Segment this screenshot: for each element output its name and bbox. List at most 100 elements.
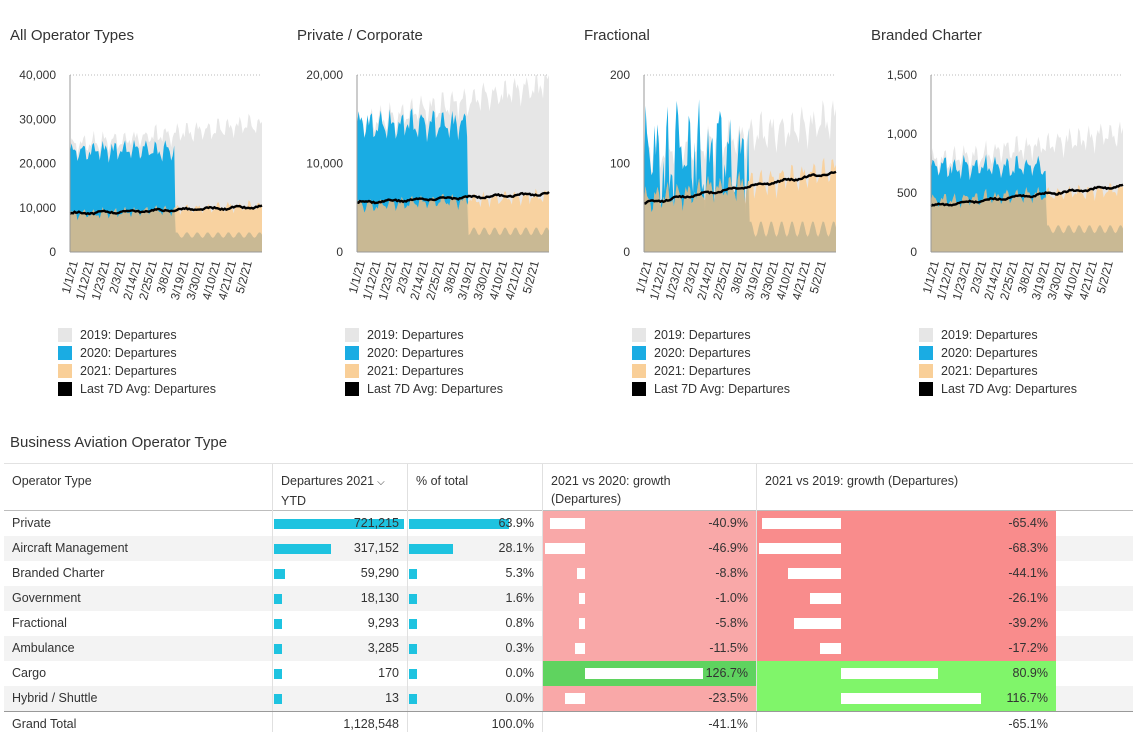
cell-value: -46.9% xyxy=(708,541,748,555)
cell-departures: 317,152 xyxy=(272,536,407,561)
cell-value: -8.8% xyxy=(715,566,748,580)
legend-swatch xyxy=(58,382,72,396)
legend-entry[interactable]: Last 7D Avg: Departures xyxy=(58,380,216,398)
cell-value: 0.0% xyxy=(505,666,535,680)
legend-entry[interactable]: Last 7D Avg: Departures xyxy=(919,380,1077,398)
cell-value: 1,128,548 xyxy=(343,717,399,731)
cell-pct-total: 5.3% xyxy=(407,561,542,586)
legend-entry[interactable]: 2019: Departures xyxy=(58,326,216,344)
cell-value: -17.2% xyxy=(1008,641,1048,655)
legend-entry[interactable]: Last 7D Avg: Departures xyxy=(345,380,503,398)
series-7d-avg-line xyxy=(356,191,550,205)
chevron-down-icon[interactable]: ⌵ xyxy=(377,477,385,488)
cell-departures: 170 xyxy=(272,661,407,686)
growth-bar xyxy=(545,543,585,554)
growth-bar xyxy=(564,693,585,704)
legend-label: 2019: Departures xyxy=(941,328,1038,342)
chart-legend: 2019: Departures 2020: Departures 2021: De… xyxy=(919,326,1077,398)
total-label: Grand Total xyxy=(4,712,272,732)
header-label: % of total xyxy=(416,474,469,488)
table-row[interactable]: Cargo 170 0.0% 126.7% 80.9% xyxy=(4,661,1133,686)
table-row[interactable]: Fractional 9,293 0.8% -5.8% -39.2% xyxy=(4,611,1133,636)
legend-entry[interactable]: 2020: Departures xyxy=(919,344,1077,362)
cell-value: 80.9% xyxy=(1012,666,1048,680)
legend-entry[interactable]: 2019: Departures xyxy=(919,326,1077,344)
legend-entry[interactable]: 2019: Departures xyxy=(345,326,503,344)
cell-pct-total: 0.8% xyxy=(407,611,542,636)
legend-label: 2020: Departures xyxy=(654,346,751,360)
table-row[interactable]: Private 721,215 63.9% -40.9% -65.4% xyxy=(4,511,1133,536)
table-row[interactable]: Aircraft Management 317,152 28.1% -46.9% -68… xyxy=(4,536,1133,561)
legend-entry[interactable]: 2020: Departures xyxy=(632,344,790,362)
growth-bar xyxy=(841,668,939,679)
table-row[interactable]: Hybrid / Shuttle 13 0.0% -23.5% 116.7% xyxy=(4,686,1133,711)
total-departures: 1,128,548 xyxy=(272,712,407,732)
y-tick-label: 0 xyxy=(910,245,917,259)
cell-value: Grand Total xyxy=(12,717,77,731)
legend-swatch xyxy=(58,364,72,378)
header-departures[interactable]: Departures 2021 ⌵ YTD xyxy=(272,464,407,512)
legend-entry[interactable]: Last 7D Avg: Departures xyxy=(632,380,790,398)
total-pct: 100.0% xyxy=(407,712,542,732)
legend-label: 2021: Departures xyxy=(367,364,464,378)
table-row[interactable]: Government 18,130 1.6% -1.0% -26.1% xyxy=(4,586,1133,611)
area-chart: 20,00010,00001/1/211/12/211/23/212/3/212… xyxy=(306,68,550,301)
cell-value: 0.3% xyxy=(505,641,535,655)
legend-entry[interactable]: 2021: Departures xyxy=(919,362,1077,380)
legend-entry[interactable]: 2021: Departures xyxy=(632,362,790,380)
growth-bar xyxy=(820,643,841,654)
pct-bar xyxy=(409,569,418,579)
growth-bar xyxy=(809,593,841,604)
cell-value: 170 xyxy=(378,666,399,680)
table-row[interactable]: Ambulance 3,285 0.3% -11.5% -17.2% xyxy=(4,636,1133,661)
legend-entry[interactable]: 2021: Departures xyxy=(58,362,216,380)
cell-value: 1.6% xyxy=(505,591,535,605)
growth-bar xyxy=(579,593,585,604)
legend-entry[interactable]: 2021: Departures xyxy=(345,362,503,380)
series-7d-avg-line xyxy=(930,183,1124,208)
cell-growth-2019: 116.7% xyxy=(756,686,1056,711)
grand-total-row: Grand Total 1,128,548 100.0% -41.1% -65.1% xyxy=(4,711,1133,732)
chart-panel: Fractional 200 100 0 1/1/21 1/12/21 1/23/21 2/… xyxy=(574,0,861,420)
cell-value: -68.3% xyxy=(1008,541,1048,555)
header-label: Departures 2021 xyxy=(281,474,375,488)
legend-entry[interactable]: 2020: Departures xyxy=(345,344,503,362)
cell-growth-2020: -11.5% xyxy=(542,636,756,661)
growth-bar xyxy=(793,618,841,629)
header-growth-2019[interactable]: 2021 vs 2019: growth (Departures) xyxy=(756,464,1056,512)
cell-value: -40.9% xyxy=(708,516,748,530)
header-operator-type[interactable]: Operator Type xyxy=(4,464,272,512)
cell-operator-type: Branded Charter xyxy=(4,561,272,586)
cell-value: 3,285 xyxy=(367,641,399,655)
y-tick-label: 40,000 xyxy=(19,68,56,82)
legend-swatch xyxy=(632,346,646,360)
table-row[interactable]: Branded Charter 59,290 5.3% -8.8% -44.1% xyxy=(4,561,1133,586)
cell-departures: 721,215 xyxy=(272,511,407,536)
legend-entry[interactable]: 2019: Departures xyxy=(632,326,790,344)
cell-value: -39.2% xyxy=(1008,616,1048,630)
cell-departures: 3,285 xyxy=(272,636,407,661)
chart-panel: Private / Corporate 20,000 10,000 0 1/1/21 1… xyxy=(287,0,574,420)
departures-bar xyxy=(274,569,285,579)
legend-swatch xyxy=(58,346,72,360)
legend-entry[interactable]: 2020: Departures xyxy=(58,344,216,362)
cell-operator-type: Aircraft Management xyxy=(4,536,272,561)
legend-label: 2019: Departures xyxy=(367,328,464,342)
header-label: 2021 vs 2020: growth xyxy=(551,474,671,488)
header-growth-2020[interactable]: 2021 vs 2020: growth (Departures) xyxy=(542,464,756,512)
chart-title: Private / Corporate xyxy=(297,27,423,44)
legend-swatch xyxy=(919,382,933,396)
cell-value: 126.7% xyxy=(705,666,748,680)
cell-value: -26.1% xyxy=(1008,591,1048,605)
header-pct-total[interactable]: % of total xyxy=(407,464,542,512)
legend-swatch xyxy=(919,346,933,360)
chart-legend: 2019: Departures 2020: Departures 2021: De… xyxy=(632,326,790,398)
cell-growth-2019: 80.9% xyxy=(756,661,1056,686)
cell-growth-2020: -40.9% xyxy=(542,511,756,536)
legend-swatch xyxy=(632,382,646,396)
cell-growth-2020: -8.8% xyxy=(542,561,756,586)
cell-growth-2020: -23.5% xyxy=(542,686,756,711)
cell-value: -65.4% xyxy=(1008,516,1048,530)
pct-bar xyxy=(409,619,417,629)
cell-growth-2019: -68.3% xyxy=(756,536,1056,561)
